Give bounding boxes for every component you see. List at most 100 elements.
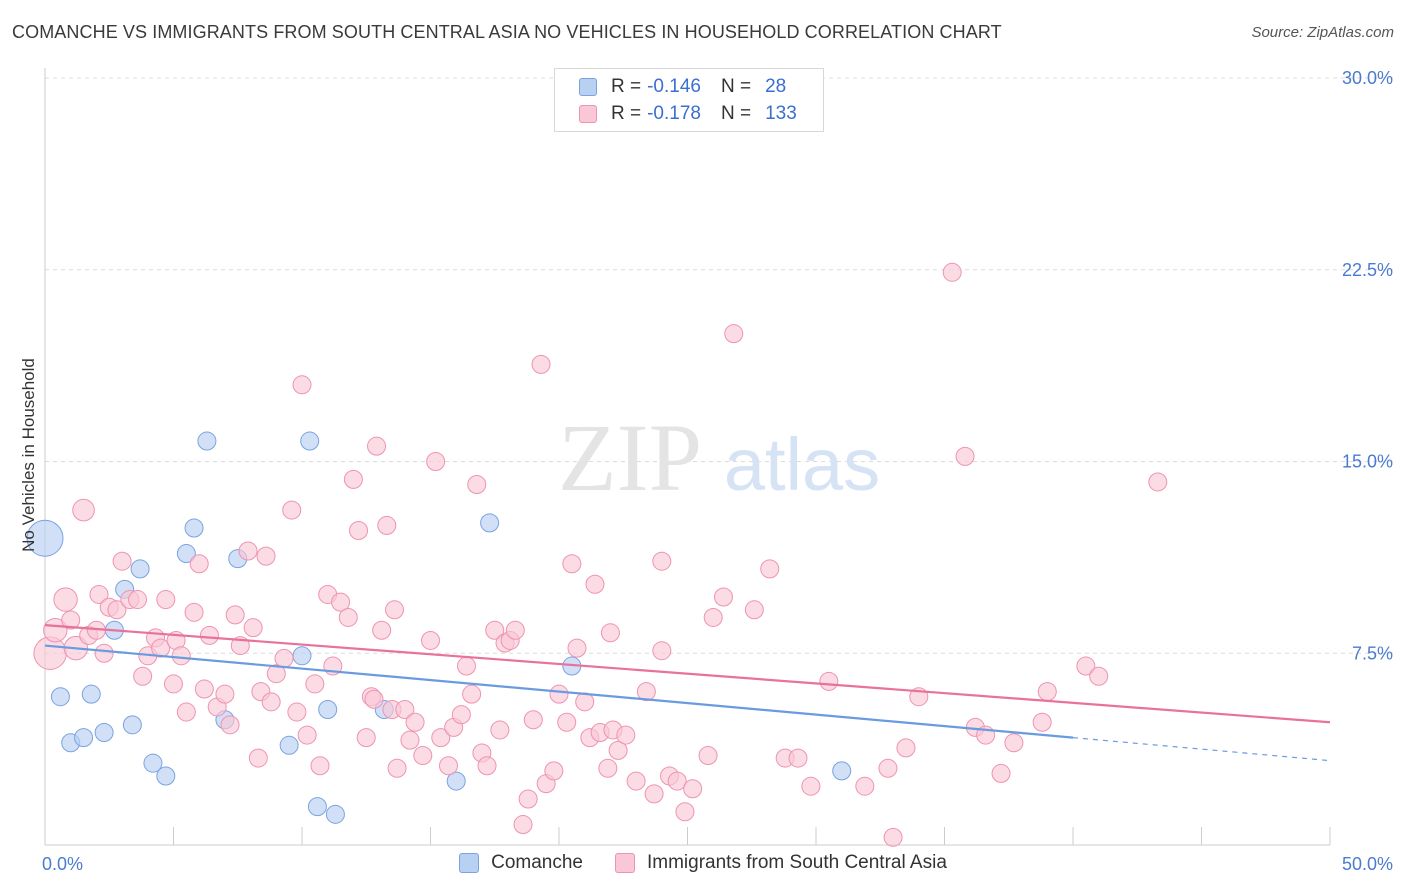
data-point <box>549 684 569 704</box>
data-point <box>1004 733 1024 753</box>
data-point <box>942 262 962 282</box>
data-point <box>128 590 148 610</box>
legend-r-value: -0.178 <box>647 103 701 124</box>
data-point <box>585 574 605 594</box>
data-point <box>94 723 114 743</box>
data-point <box>395 699 415 719</box>
data-point <box>94 643 114 663</box>
data-point <box>518 789 538 809</box>
data-point <box>598 758 618 778</box>
legend-r-value: -0.146 <box>647 76 701 97</box>
data-point <box>855 776 875 796</box>
gridlines <box>45 77 1395 654</box>
legend-n-label: N = <box>720 76 752 97</box>
data-point <box>194 679 214 699</box>
data-point <box>652 641 672 661</box>
data-point <box>266 664 286 684</box>
legend-r-label: R = <box>611 103 642 124</box>
data-point <box>372 620 392 640</box>
legend-swatch-immigrants <box>615 853 635 873</box>
source-label: Source: ZipAtlas.com <box>1251 24 1394 41</box>
data-point <box>176 544 196 564</box>
data-point <box>189 554 209 574</box>
data-point <box>462 684 482 704</box>
y-tick-label: 15.0% <box>1342 452 1393 472</box>
y-tick-label: 7.5% <box>1352 643 1393 663</box>
data-point <box>626 771 646 791</box>
data-point <box>616 725 636 745</box>
data-point <box>698 746 718 766</box>
data-point <box>713 587 733 607</box>
data-point <box>107 600 127 620</box>
data-point <box>297 725 317 745</box>
data-point <box>544 761 564 781</box>
legend-row-immigrants: R = -0.178 N = 133 <box>579 103 797 125</box>
data-point <box>225 605 245 625</box>
watermark-zip: ZIP <box>558 404 702 511</box>
data-point <box>122 715 142 735</box>
trend-lines <box>44 624 1331 762</box>
data-point <box>261 692 281 712</box>
data-point <box>744 600 764 620</box>
data-point <box>318 699 338 719</box>
data-point <box>883 827 903 847</box>
watermark: ZIP atlas <box>558 404 880 511</box>
data-point <box>878 758 898 778</box>
data-point <box>26 519 64 557</box>
legend-label-comanche: Comanche <box>491 852 583 873</box>
data-point <box>1089 666 1109 686</box>
data-point <box>215 684 235 704</box>
data-point <box>456 656 476 676</box>
data-point <box>832 761 852 781</box>
data-point <box>1076 656 1096 676</box>
data-point <box>367 436 387 456</box>
data-point <box>400 730 420 750</box>
legend-n-label: N = <box>720 103 752 124</box>
data-point <box>505 620 525 640</box>
legend-item-immigrants[interactable]: Immigrants from South Central Asia <box>615 852 947 874</box>
trend-line <box>44 644 1074 739</box>
data-point <box>644 784 664 804</box>
data-point <box>325 804 345 824</box>
trend-line <box>44 624 1331 724</box>
data-point <box>300 431 320 451</box>
data-point <box>955 446 975 466</box>
data-point <box>1032 712 1052 732</box>
data-point <box>413 746 433 766</box>
data-point <box>991 763 1011 783</box>
data-point <box>675 802 695 822</box>
data-point <box>356 728 376 748</box>
data-point <box>531 354 551 374</box>
data-point <box>130 559 150 579</box>
data-point <box>387 758 407 778</box>
data-point <box>703 607 723 627</box>
data-point <box>72 498 95 522</box>
data-point <box>287 702 307 722</box>
data-point <box>426 452 446 471</box>
trend-line-extension <box>1072 737 1331 762</box>
data-point <box>364 689 384 709</box>
data-point <box>760 559 780 579</box>
data-point <box>305 674 325 694</box>
legend-item-comanche[interactable]: Comanche <box>459 852 583 874</box>
data-point <box>338 607 358 627</box>
data-point <box>788 748 808 768</box>
data-point <box>292 375 312 395</box>
data-point <box>331 592 351 612</box>
stats-legend: R = -0.146 N = 28 R = -0.178 N = 133 <box>554 68 824 132</box>
data-point <box>446 771 466 791</box>
data-points <box>26 262 1168 847</box>
data-point <box>477 756 497 776</box>
data-point <box>33 636 67 670</box>
data-point <box>112 551 132 571</box>
tick-labels: 7.5% 15.0% 22.5% 30.0% 0.0% 50.0% <box>42 68 1393 874</box>
data-point <box>184 518 204 538</box>
data-point <box>184 602 204 622</box>
data-point <box>171 646 191 666</box>
data-point <box>310 756 330 776</box>
y-tick-label: 30.0% <box>1342 68 1393 88</box>
chart-title: COMANCHE VS IMMIGRANTS FROM SOUTH CENTRA… <box>12 22 1002 42</box>
data-point <box>349 521 369 541</box>
legend-n-value: 133 <box>765 103 797 124</box>
